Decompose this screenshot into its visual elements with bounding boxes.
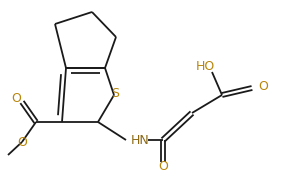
Text: O: O	[158, 160, 168, 172]
Text: HN: HN	[131, 134, 150, 148]
Text: HO: HO	[195, 59, 215, 73]
Text: O: O	[11, 91, 21, 105]
Text: O: O	[258, 79, 268, 93]
Text: O: O	[17, 137, 27, 149]
Text: S: S	[111, 87, 119, 99]
